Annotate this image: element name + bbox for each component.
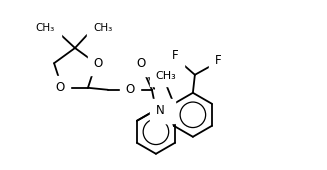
- Text: N: N: [156, 104, 164, 117]
- Text: O: O: [93, 57, 103, 70]
- Text: H: H: [161, 104, 170, 117]
- Text: F: F: [215, 54, 221, 67]
- Text: CH₃: CH₃: [36, 23, 55, 33]
- Text: O: O: [125, 83, 134, 96]
- Text: O: O: [56, 81, 65, 94]
- Text: CH₃: CH₃: [155, 71, 176, 81]
- Text: CH₃: CH₃: [93, 23, 112, 33]
- Text: O: O: [136, 57, 146, 70]
- Text: F: F: [172, 49, 178, 62]
